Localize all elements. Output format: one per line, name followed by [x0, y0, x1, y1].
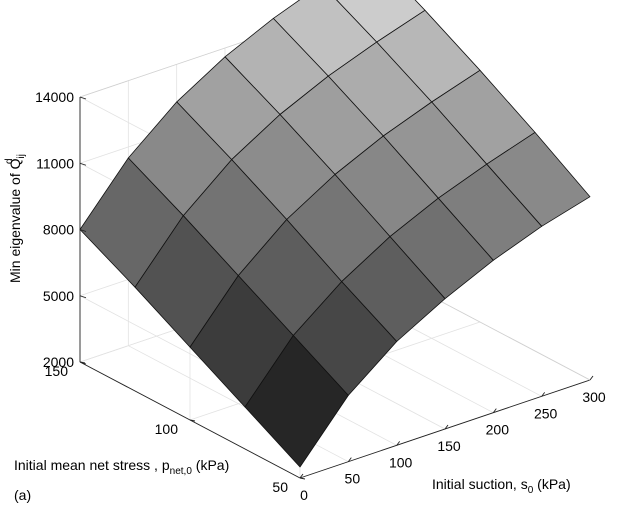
x-tick-mark-4	[492, 408, 497, 413]
y-axis-label-text: Initial mean net stress , p	[14, 457, 170, 473]
z-axis-label-subscript: ij	[16, 154, 27, 158]
x-axis-label: Initial suction, s0 (kPa)	[432, 476, 571, 496]
z-tick-label-4: 14000	[35, 89, 74, 105]
x-axis-label-text: Initial suction, s	[432, 476, 528, 492]
surface-patch-0-0	[244, 335, 349, 468]
z-tick-mark-1	[79, 295, 87, 299]
x-tick-label-1: 50	[345, 471, 361, 487]
z-axis-label-text: Min eigenvalue of Q	[7, 158, 23, 283]
z-tick-label-1: 5000	[43, 288, 74, 304]
x-tick-mark-1	[347, 457, 352, 462]
z-axis-label: Min eigenvalue of Qijd	[4, 154, 27, 283]
y-tick-label-0: 50	[272, 479, 288, 495]
x-tick-label-0: 0	[300, 487, 308, 503]
x-tick-label-3: 150	[437, 438, 461, 454]
x-tick-mark-0	[299, 473, 304, 479]
y-tick-label-2: 150	[45, 363, 69, 379]
z-tick-label-0: 2000	[43, 354, 74, 370]
y-axis-label: Initial mean net stress , pnet,0 (kPa)	[14, 457, 229, 477]
y-tick-mark-0	[299, 477, 306, 480]
y-tick-mark-2	[79, 361, 86, 364]
z-tick-label-3: 11000	[36, 155, 74, 171]
x-tick-label-2: 100	[389, 454, 413, 470]
z-tick-label-2: 8000	[43, 222, 74, 238]
surface	[79, 0, 591, 468]
x-tick-label-6: 300	[582, 389, 606, 405]
panel-label: (a)	[14, 487, 31, 503]
z-axis-label-superscript: d	[4, 158, 15, 164]
x-tick-mark-2	[396, 441, 401, 446]
z-tick-mark-3	[79, 162, 87, 166]
y-axis-label-unit: (kPa)	[192, 457, 229, 473]
x-tick-label-5: 250	[534, 405, 558, 421]
x-tick-mark-3	[444, 424, 449, 430]
x-axis-label-unit: (kPa)	[533, 476, 570, 492]
x-axis-label-subscript: 0	[528, 485, 534, 496]
x-tick-mark-6	[589, 375, 594, 381]
y-tick-mark-1	[189, 419, 196, 422]
x-tick-label-4: 200	[486, 422, 510, 438]
y-axis-label-subscript: net,0	[170, 466, 193, 477]
z-tick-mark-2	[79, 229, 87, 232]
axis-ticks: 2000 5000 8000 11000 14000 0 50 100 150 200 250 300…	[35, 89, 606, 503]
y-tick-label-1: 100	[155, 421, 179, 437]
z-tick-mark-4	[79, 96, 87, 100]
x-tick-mark-5	[541, 392, 546, 397]
